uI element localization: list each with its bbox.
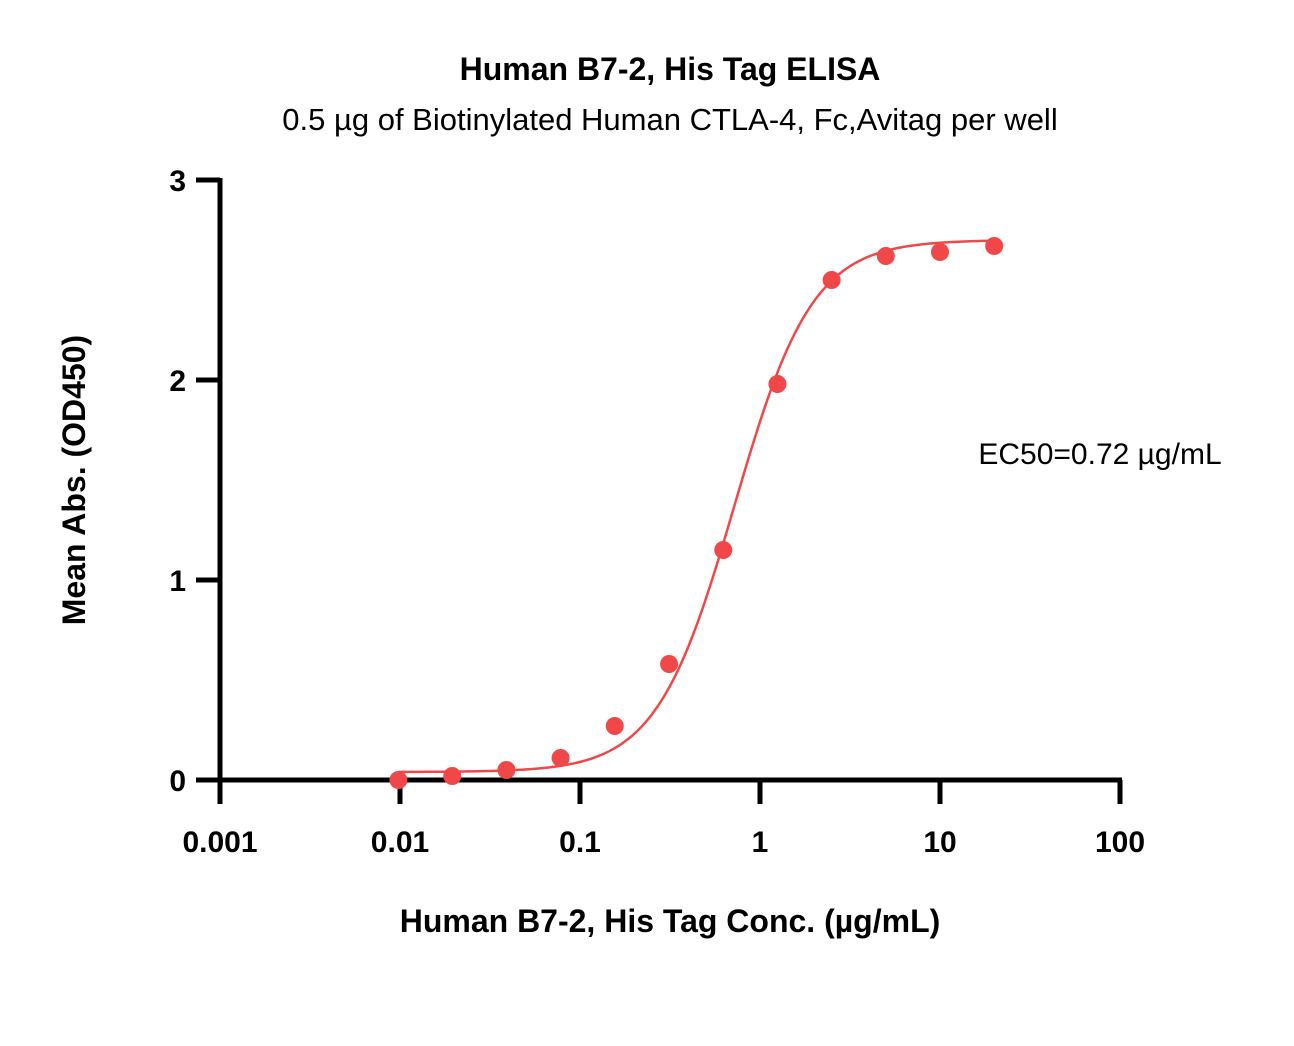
axes [217, 178, 1122, 783]
chart-title: Human B7-2, His Tag ELISA [460, 51, 881, 87]
data-point-8 [822, 271, 841, 289]
x-tick-label-1: 0.01 [371, 826, 429, 859]
chart-subtitle: 0.5 µg of Biotinylated Human CTLA-4, Fc,… [282, 102, 1057, 137]
data-point-0 [389, 771, 408, 789]
x-tick-label-3: 1 [752, 826, 769, 859]
x-tick-label-4: 10 [923, 826, 956, 859]
y-tick-label-0: 0 [169, 765, 186, 798]
fit-curve-group [398, 239, 995, 774]
y-tick-label-2: 2 [169, 365, 186, 398]
x-tick-label-2: 0.1 [559, 826, 601, 859]
fit-curve-0 [398, 239, 995, 774]
x-axis-label: Human B7-2, His Tag Conc. (µg/mL) [400, 903, 941, 939]
ticks: 0.001 0.01 0.1 1 10 100 0 1 2 3 [169, 165, 1145, 859]
data-point-7 [768, 375, 787, 393]
y-tick-label-1: 1 [169, 565, 186, 598]
x-tick-label-5: 100 [1095, 826, 1145, 859]
data-point-4 [605, 717, 624, 735]
data-point-3 [551, 749, 570, 767]
y-axis-label: Mean Abs. (OD450) [56, 335, 92, 625]
data-point-5 [660, 655, 679, 673]
y-tick-label-3: 3 [169, 165, 186, 198]
data-point-6 [714, 541, 733, 559]
data-point-11 [985, 237, 1004, 255]
data-point-2 [497, 761, 516, 779]
data-points [389, 237, 1004, 789]
x-tick-label-0: 0.001 [182, 826, 257, 859]
data-point-9 [876, 247, 895, 265]
data-point-1 [443, 767, 462, 785]
ec50-annotation: EC50=0.72 µg/mL [978, 438, 1221, 471]
data-point-10 [931, 243, 949, 261]
